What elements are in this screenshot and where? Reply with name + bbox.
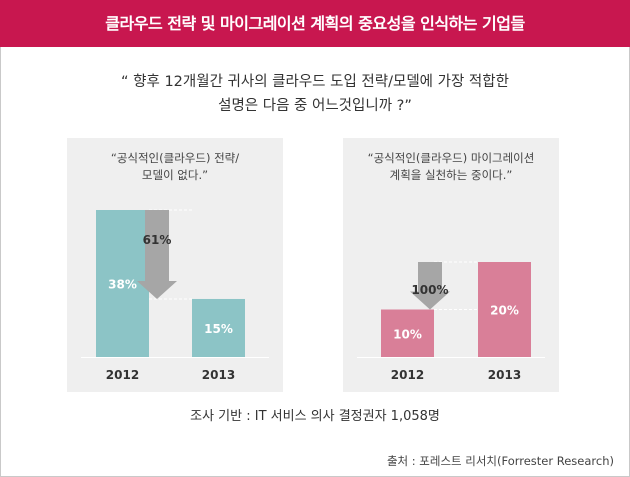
- chart-panel-migration-plan: “공식적인(클라우드) 마이그레이션 계획을 실천하는 중이다.” 10% 201…: [343, 138, 559, 392]
- chart-title-line-2: 계획을 실천하는 중이다.”: [389, 168, 513, 182]
- chart-panel-no-strategy: “공식적인(클라우드) 전략/ 모델이 없다.” 38% 2012 15% 2013 6…: [67, 138, 283, 392]
- bar-chart-no-strategy: 38% 2012 15% 2013 61%: [81, 209, 269, 382]
- chart-title-line-1: “공식적인(클라우드) 마이그레이션: [367, 151, 535, 165]
- bar-2012: [381, 309, 434, 357]
- chart-title: “공식적인(클라우드) 마이그레이션 계획을 실천하는 중이다.”: [343, 150, 559, 184]
- bar-chart-migration-plan: 10% 2012 20% 2013 100%: [357, 261, 545, 382]
- category-label: 2013: [202, 368, 235, 382]
- change-arrow: [410, 262, 450, 310]
- title-banner: 클라우드 전략 및 마이그레이션 계획의 중요성을 인식하는 기업들: [0, 0, 630, 47]
- bar-value-label: 38%: [108, 278, 137, 292]
- chart-title-line-2: 모델이 없다.”: [141, 168, 209, 182]
- bar-value-label: 20%: [490, 304, 519, 318]
- category-label: 2013: [488, 368, 521, 382]
- category-label: 2012: [391, 368, 424, 382]
- change-label: 61%: [143, 233, 172, 247]
- chart-title: “공식적인(클라우드) 전략/ 모델이 없다.”: [67, 150, 283, 184]
- chart-title-line-1: “공식적인(클라우드) 전략/: [110, 151, 240, 165]
- survey-question: “ 향후 12개월간 귀사의 클라우드 도입 전략/모델에 가장 적합한 설명은…: [60, 70, 570, 118]
- bar-2013: [192, 298, 245, 357]
- category-label: 2012: [106, 368, 139, 382]
- question-line-2: 설명은 다음 중 어느것입니까 ?”: [218, 98, 412, 114]
- survey-base-note: 조사 기반 : IT 서비스 의사 결정권자 1,058명: [190, 409, 440, 424]
- bar-2013: [478, 262, 531, 357]
- source-credit: 출처 : 포레스트 리서치(Forrester Research): [386, 454, 614, 468]
- page-title: 클라우드 전략 및 마이그레이션 계획의 중요성을 인식하는 기업들: [105, 14, 525, 33]
- question-line-1: “ 향후 12개월간 귀사의 클라우드 도입 전략/모델에 가장 적합한: [121, 74, 509, 90]
- change-label: 100%: [411, 283, 448, 297]
- bar-value-label: 10%: [393, 327, 422, 341]
- change-arrow: [137, 210, 177, 299]
- bar-value-label: 15%: [204, 322, 233, 336]
